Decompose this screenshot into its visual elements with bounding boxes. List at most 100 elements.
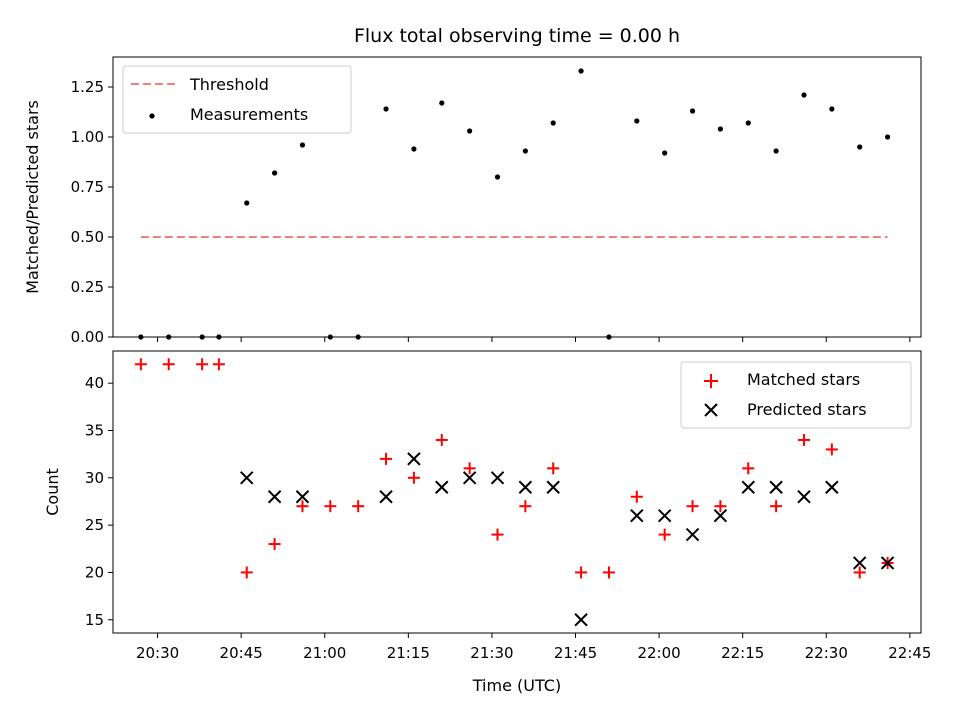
- matched-star-point: [352, 500, 365, 513]
- matched-star-point: [575, 566, 588, 579]
- matched-star-point: [797, 433, 810, 446]
- matched-star-point: [770, 500, 783, 513]
- bottom-x-ticks: 20:30 20:45 21:00 21:15 21:30 21:45 22:00 22:15…: [136, 633, 931, 662]
- matched-star-point: [240, 566, 253, 579]
- top-legend-box: [122, 65, 352, 134]
- legend-matched-label: Matched stars: [747, 370, 860, 389]
- predicted-star-point: [852, 556, 867, 570]
- matched-star-point: [714, 500, 727, 513]
- predicted-star-point: [546, 480, 560, 494]
- matched-star-point: [853, 566, 866, 579]
- predicted-star-point: [240, 471, 254, 485]
- x-tick-label: 22:15: [721, 644, 764, 662]
- x-tick-label: 22:00: [637, 644, 680, 662]
- predicted-star-point: [880, 556, 895, 570]
- matched-star-point: [212, 358, 225, 371]
- bottom-legend: Matched stars Predicted stars: [680, 361, 912, 429]
- legend-measurements-label: Measurements: [190, 105, 308, 124]
- measurement-point: [522, 148, 528, 154]
- predicted-star-point: [267, 490, 282, 504]
- predicted-star-point: [295, 490, 310, 504]
- top-y-tick-label: 0.25: [71, 278, 104, 296]
- chart-title: Flux total observing time = 0.00 h: [354, 25, 680, 47]
- measurement-point: [717, 126, 723, 132]
- measurement-point: [745, 120, 751, 126]
- top-y-ticks: 0.00 0.25 0.50 0.75 1.00 1.25: [71, 78, 113, 346]
- measurement-point: [884, 134, 891, 140]
- bottom-y-tick-label: 20: [85, 563, 104, 581]
- x-tick-label: 22:30: [805, 644, 848, 662]
- measurement-point: [383, 106, 389, 112]
- measurement-point: [578, 68, 584, 74]
- measurement-point: [689, 108, 696, 114]
- predicted-star-point: [797, 490, 811, 504]
- legend-measurements-swatch: [149, 113, 155, 119]
- predicted-star-point: [741, 480, 755, 494]
- top-y-tick-label: 1.00: [71, 128, 104, 146]
- x-tick-label: 20:30: [136, 644, 179, 662]
- matched-star-point: [463, 462, 476, 475]
- matched-star-point: [825, 443, 838, 456]
- x-tick-label: 21:15: [387, 644, 430, 662]
- bottom-y-tick-label: 25: [85, 516, 104, 534]
- measurement-point: [773, 148, 779, 154]
- x-tick-label: 20:45: [220, 644, 263, 662]
- predicted-star-point: [462, 471, 477, 485]
- matched-star-point: [380, 452, 393, 465]
- top-y-tick-label: 0.00: [71, 328, 104, 346]
- matched-star-point: [686, 500, 699, 513]
- predicted-star-point: [769, 480, 783, 494]
- top-panel: 0.00 0.25 0.50 0.75 1.00 1.25 Matched/Predict…: [23, 56, 922, 346]
- measurement-point: [829, 106, 835, 112]
- measurement-point: [494, 174, 501, 180]
- predicted-star-point: [630, 508, 644, 523]
- predicted-star-point: [713, 508, 728, 523]
- predicted-star-point: [490, 471, 505, 485]
- legend-predicted-label: Predicted stars: [747, 400, 867, 419]
- top-y-tick-label: 0.75: [71, 178, 104, 196]
- bottom-axes-frame: [112, 350, 922, 634]
- top-legend: Threshold Measurements: [122, 65, 352, 134]
- matched-star-point: [134, 358, 147, 371]
- predicted-star-point: [407, 452, 421, 466]
- matched-star-point: [602, 566, 615, 579]
- top-y-axis-label: Matched/Predicted stars: [23, 100, 42, 294]
- bottom-y-tick-label: 30: [85, 469, 104, 487]
- measurement-point: [299, 142, 306, 148]
- measurement-point: [272, 170, 278, 176]
- bottom-y-tick-label: 15: [85, 611, 104, 629]
- matched-star-point: [407, 471, 420, 484]
- bottom-legend-box: [680, 361, 912, 429]
- matched-star-point: [491, 528, 504, 541]
- measurement-point: [439, 100, 445, 106]
- measurement-point: [244, 200, 250, 206]
- measurement-point: [550, 120, 556, 126]
- matched-star-point: [162, 358, 175, 371]
- legend-threshold-label: Threshold: [189, 75, 269, 94]
- predicted-star-point: [435, 480, 449, 494]
- measurement-point: [801, 92, 807, 98]
- top-y-tick-label: 1.25: [71, 78, 104, 96]
- measurement-point: [467, 128, 473, 134]
- bottom-y-ticks: 15 20 25 30 35 40: [85, 374, 113, 629]
- measurement-point: [662, 150, 668, 156]
- matched-star-point: [268, 538, 281, 551]
- matched-star-point: [324, 500, 337, 513]
- matched-star-point: [196, 358, 209, 371]
- bottom-panel: 15 20 25 30 35 40 20:30 20:45 21:00 21:15 21:30 21…: [43, 350, 931, 695]
- predicted-star-point: [657, 508, 672, 523]
- bottom-y-tick-label: 40: [85, 374, 104, 392]
- matched-star-point: [435, 433, 448, 446]
- matched-star-point: [742, 462, 755, 475]
- bottom-y-tick-label: 35: [85, 421, 104, 439]
- x-tick-label: 21:30: [470, 644, 513, 662]
- predicted-star-point: [825, 480, 839, 494]
- legend-matched-swatch: [704, 374, 718, 388]
- predicted-star-point: [685, 527, 700, 542]
- x-tick-label: 21:00: [303, 644, 346, 662]
- bottom-marks: [134, 358, 895, 627]
- top-x-ticks: [157, 337, 911, 342]
- predicted-star-point: [574, 613, 588, 627]
- measurement-point: [634, 118, 640, 124]
